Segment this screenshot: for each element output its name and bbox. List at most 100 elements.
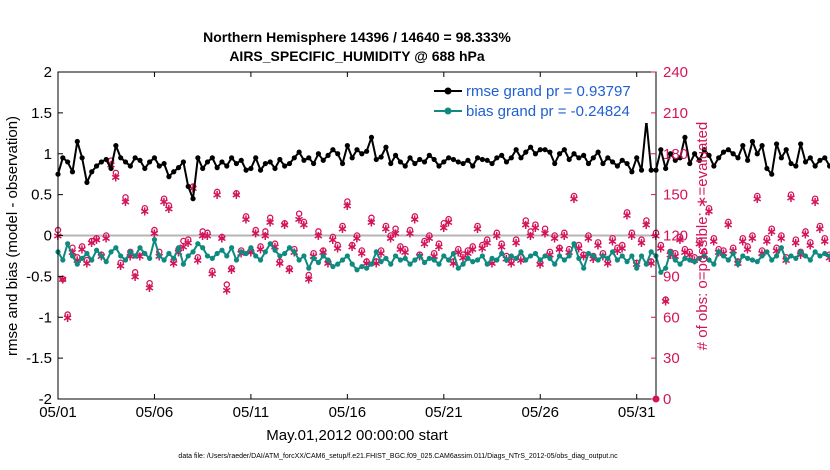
- obs-possible-marker: [792, 236, 800, 243]
- rmse-point: [561, 147, 567, 153]
- obs-possible-marker: [498, 240, 505, 247]
- bias-point: [552, 261, 558, 267]
- obs-possible-marker: [575, 241, 583, 249]
- obs-possible-marker: [319, 247, 327, 254]
- obs-evaluated-marker: ∗: [723, 218, 734, 233]
- obs-evaluated-marker: ∗: [805, 239, 816, 254]
- obs-evaluated-marker: ∗: [612, 244, 623, 259]
- bias-point: [175, 245, 182, 251]
- obs-possible-marker: [266, 214, 274, 222]
- bias-point: [513, 255, 519, 261]
- obs-possible-marker: [257, 243, 264, 250]
- bias-point: [84, 250, 90, 257]
- obs-possible-marker: [609, 234, 616, 242]
- obs-evaluated-marker: ∗: [294, 213, 305, 228]
- obs-evaluated-marker: ∗: [376, 247, 387, 262]
- obs-evaluated-marker: ∗: [708, 234, 719, 249]
- bias-point: [571, 241, 577, 247]
- obs-possible-marker: [561, 229, 568, 237]
- obs-evaluated-marker: ∗: [472, 222, 483, 237]
- obs-possible-marker: [474, 222, 481, 230]
- rmse-point: [175, 165, 182, 171]
- obs-possible-marker: [585, 232, 592, 239]
- obs-possible-marker: [184, 236, 192, 243]
- obs-evaluated-marker: ∗: [274, 256, 285, 271]
- x-axis-label: May.01,2012 00:00:00 start: [266, 427, 448, 444]
- y-right-tick-label: 210: [663, 105, 688, 122]
- obs-possible-marker: [638, 236, 645, 243]
- bias-point: [672, 257, 678, 263]
- obs-possible-marker: [353, 232, 361, 239]
- legend: rmse grand pr = 0.93797 bias grand pr = …: [428, 80, 650, 123]
- obs-evaluated-marker: ∗: [149, 226, 160, 241]
- bias-point: [778, 245, 784, 251]
- y-left-tick-label: 1.5: [31, 105, 52, 122]
- rmse-point: [339, 160, 346, 167]
- obs-evaluated-marker: ∗: [443, 215, 454, 230]
- y-left-tick-label: -0.5: [26, 268, 52, 285]
- obs-possible-marker: [112, 169, 120, 177]
- obs-evaluated-marker: ∗: [607, 234, 618, 249]
- right-axis-origin-marker: [652, 395, 660, 403]
- obs-possible-marker: [348, 241, 356, 249]
- bias-point: [614, 257, 621, 263]
- obs-possible-marker: [459, 251, 467, 258]
- bias-point: [79, 255, 85, 261]
- obs-possible-marker: [286, 264, 293, 272]
- rmse-point: [470, 163, 476, 169]
- rmse-point: [272, 165, 278, 172]
- obs-possible-marker: [411, 213, 419, 220]
- obs-evaluated-marker: ∗: [67, 245, 78, 260]
- rmse-point: [310, 160, 317, 167]
- obs-possible-marker: [401, 245, 409, 253]
- obs-evaluated-marker: ∗: [453, 245, 464, 260]
- obs-evaluated-marker: ∗: [405, 226, 416, 241]
- bias-point: [282, 250, 288, 257]
- obs-evaluated-marker: ∗: [641, 218, 652, 233]
- bias-point: [219, 247, 225, 253]
- rmse-point: [166, 174, 172, 180]
- rmse-point: [286, 160, 293, 167]
- rmse-point: [571, 151, 577, 157]
- obs-evaluated-marker: ∗: [795, 248, 806, 263]
- obs-possible-marker: [551, 232, 558, 239]
- obs-possible-marker: [300, 218, 308, 226]
- obs-evaluated-marker: ∗: [380, 222, 391, 237]
- bias-point: [643, 261, 649, 267]
- obs-evaluated-marker: ∗: [371, 256, 382, 271]
- bias-point: [528, 253, 534, 259]
- rmse-point: [494, 155, 500, 161]
- obs-evaluated-marker: ∗: [332, 241, 343, 256]
- bias-point: [759, 253, 765, 259]
- y-axis-left-label: rmse and bias (model - observation): [4, 116, 21, 356]
- rmse-point: [89, 169, 95, 175]
- bias-point: [277, 253, 283, 259]
- obs-evaluated-marker: ∗: [139, 204, 150, 219]
- obs-evaluated-marker: ∗: [742, 243, 753, 258]
- obs-evaluated-marker: ∗: [588, 252, 599, 267]
- data-file-footnote: data file: /Users/raeder/DAI/ATM_forcXX/…: [178, 453, 618, 460]
- bias-point: [773, 253, 780, 259]
- rmse-point: [262, 160, 268, 167]
- obs-possible-marker: [546, 248, 554, 256]
- rmse-point: [171, 169, 177, 175]
- obs-evaluated-marker: ∗: [467, 243, 478, 258]
- rmse-point: [605, 155, 611, 161]
- rmse-point: [677, 155, 683, 161]
- bias-point: [754, 259, 760, 265]
- bias-point: [682, 255, 688, 261]
- x-tick-label: 05/01: [39, 404, 77, 421]
- bias-point: [561, 257, 567, 263]
- obs-evaluated-marker: ∗: [810, 195, 821, 210]
- rmse-point: [479, 156, 485, 163]
- rmse-point: [142, 165, 148, 172]
- obs-evaluated-marker: ∗: [241, 213, 252, 228]
- obs-evaluated-marker: ∗: [487, 256, 498, 271]
- bias-point: [368, 261, 375, 267]
- obs-evaluated-marker: ∗: [424, 232, 435, 247]
- obs-evaluated-marker: ∗: [506, 256, 517, 271]
- obs-evaluated-marker: ∗: [400, 245, 411, 260]
- bias-point: [137, 245, 143, 251]
- bias-point: [677, 261, 683, 267]
- rmse-point: [484, 157, 490, 163]
